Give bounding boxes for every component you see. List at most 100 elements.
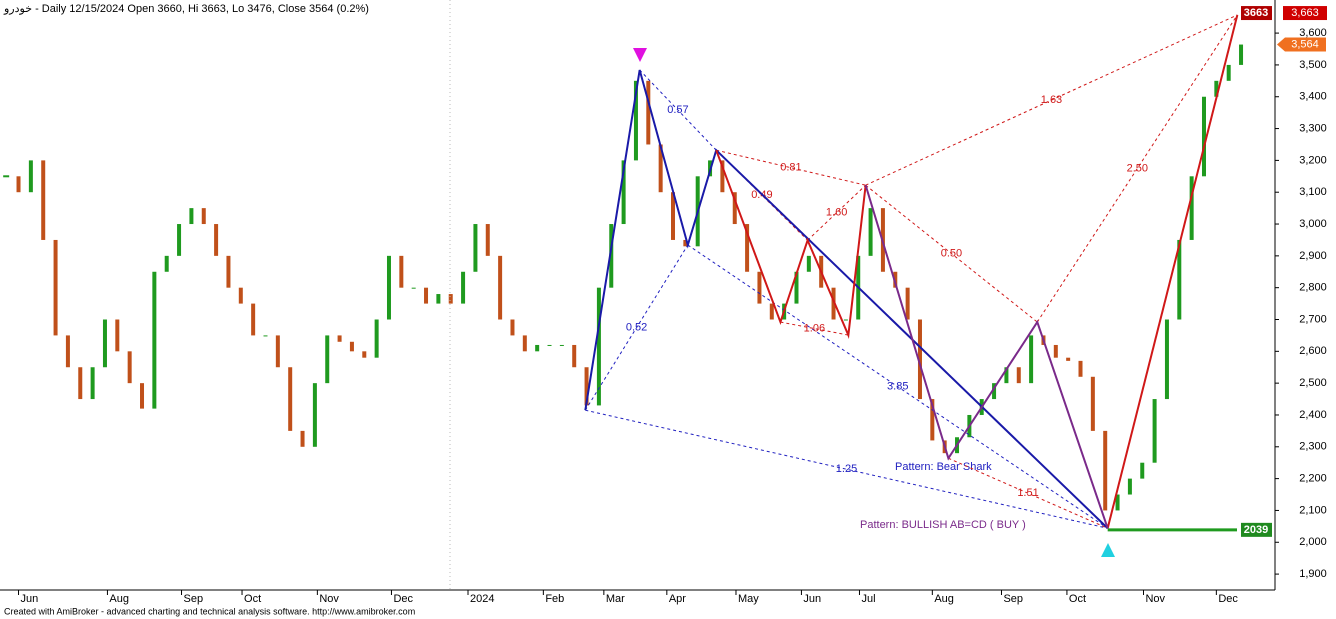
candle [411,287,416,289]
candle [1115,494,1120,511]
ratio-line [584,244,689,411]
y-tick-label: 2,800 [1299,282,1327,294]
ratio-line [865,184,1038,323]
candle [300,430,305,447]
candle [732,192,737,225]
candle [1053,344,1058,358]
candle [917,319,922,400]
candle [633,80,638,161]
sell-arrow [633,48,647,62]
candle [349,341,354,352]
ratio-label: 1.60 [826,207,847,219]
x-tick-label: Jun [803,593,821,605]
x-tick-label: 2024 [470,593,494,605]
candle [226,255,231,288]
y-tick-label: 3,500 [1299,59,1327,71]
ratio-line [639,69,717,151]
y-tick-label: 2,300 [1299,441,1327,453]
pattern-label: Pattern: Bear Shark [895,461,992,473]
candle [510,319,515,336]
candle [1214,80,1219,97]
x-tick-label: Jun [21,593,39,605]
candle [745,224,750,272]
candle [584,367,589,406]
ratio-line [716,149,866,186]
x-tick-label: Aug [934,593,954,605]
high-box [1241,6,1272,21]
y-tick-label: 3,300 [1299,122,1327,134]
candle [1078,360,1083,377]
candle [386,255,391,320]
candle [275,335,280,368]
candle [164,255,169,272]
candle [214,224,219,256]
buy-arrow [1101,543,1115,557]
candle [90,367,95,400]
ratio-line [687,244,1108,529]
candle [127,351,132,384]
candle [1164,319,1169,400]
y-tick-label: 2,400 [1299,409,1327,421]
candle [806,255,811,272]
high-marker [1283,6,1327,21]
y-tick-label: 3,100 [1299,186,1327,198]
candle [362,351,367,358]
ratio-label: 1.25 [836,463,857,475]
candle [325,335,330,384]
y-tick-label: 3,400 [1299,91,1327,103]
candle [65,335,70,368]
ratio-line [1036,14,1238,323]
ratio-line [865,14,1238,186]
x-tick-label: Jul [861,593,875,605]
x-tick-label: Dec [1218,593,1238,605]
last-marker [1277,37,1326,52]
candle [769,303,774,320]
last-marker-label: 3,564 [1291,38,1319,50]
candle [547,344,552,346]
ratio-label: 0.50 [941,248,962,260]
candle [572,344,577,368]
candle [78,367,83,400]
candle [757,271,762,304]
candle [16,176,21,193]
candle [312,383,317,447]
candle [448,294,453,304]
ratio-label: 3.85 [887,381,908,393]
candle [115,319,120,352]
x-tick-label: Nov [1145,593,1165,605]
pattern-label: Pattern: BULLISH AB=CD ( BUY ) [860,519,1026,531]
candle [1239,44,1244,65]
candle [152,271,157,409]
high-marker-label: 3,663 [1291,7,1319,19]
candle [1127,478,1132,495]
candle [1152,399,1157,463]
candle [461,271,466,304]
y-tick-label: 2,700 [1299,313,1327,325]
ratio-label: 1.51 [1017,487,1038,499]
candle [621,160,626,225]
candle [930,399,935,441]
candle [374,319,379,358]
candle [992,383,997,400]
candle [399,255,404,288]
candle [868,208,873,256]
y-tick-label: 2,900 [1299,250,1327,262]
candle [535,344,540,352]
candle [485,224,490,256]
x-tick-label: Feb [545,593,564,605]
pattern-line [715,149,867,339]
candle [1201,96,1206,177]
ratio-line [948,457,1108,529]
candle [843,319,848,321]
y-tick-label: 2,200 [1299,473,1327,485]
y-tick-label: 1,900 [1299,568,1327,580]
candle [28,160,33,193]
candle [201,208,206,225]
x-tick-label: Dec [393,593,413,605]
candle [263,335,268,337]
candle [1189,176,1194,240]
candle [1226,64,1231,81]
ratio-label: 1.06 [804,322,825,334]
